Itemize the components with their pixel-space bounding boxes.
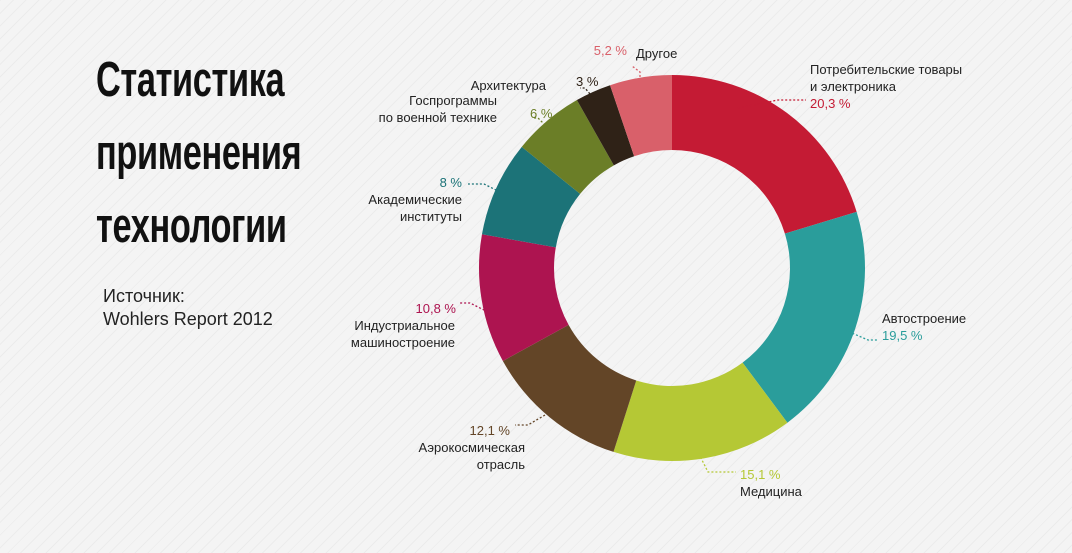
- slice-label: Потребительские товары: [810, 62, 962, 77]
- leader-line: [631, 65, 641, 85]
- donut-slice: [576, 85, 635, 166]
- source-label: Источник:: [103, 286, 185, 306]
- chart-title: Статистика применения технологии: [96, 44, 302, 263]
- donut-slice: [672, 75, 857, 234]
- title-line: Статистика: [96, 53, 285, 107]
- slice-label: институты: [400, 209, 462, 224]
- slice-label: Госпрограммы: [409, 93, 497, 108]
- donut-slice: [742, 211, 865, 423]
- leader-line: [468, 183, 501, 193]
- slice-value-label: 5,2 %: [594, 43, 628, 58]
- slice-value-label: 19,5 %: [882, 328, 923, 343]
- title-line: технологии: [96, 199, 287, 253]
- leader-line: [696, 449, 736, 473]
- leader-line: [737, 99, 806, 109]
- donut-slice: [613, 362, 788, 461]
- slice-value-label: 8 %: [440, 175, 463, 190]
- slice-value-label: 12,1 %: [470, 423, 511, 438]
- slice-value-label: 20,3 %: [810, 96, 851, 111]
- slice-label: и электроника: [810, 79, 897, 94]
- slice-label: Другое: [636, 46, 677, 61]
- slice-value-label: 3 %: [576, 74, 599, 89]
- slice-label: машиностроение: [351, 335, 455, 350]
- slice-label: Автостроение: [882, 311, 966, 326]
- slice-label: по военной технике: [379, 110, 497, 125]
- donut-slice: [479, 234, 569, 361]
- leader-line: [460, 302, 489, 313]
- donut-slice: [521, 100, 614, 194]
- slice-label: Аэрокосмическая: [418, 440, 525, 455]
- slice-value-label: 15,1 %: [740, 467, 781, 482]
- slice-label: отрасль: [477, 457, 525, 472]
- slice-label: Индустриальное: [354, 318, 455, 333]
- leader-line: [515, 414, 546, 426]
- title-line: применения: [96, 126, 302, 180]
- leader-line: [844, 329, 878, 341]
- slice-value-label: 10,8 %: [416, 301, 457, 316]
- slice-label: Медицина: [740, 484, 803, 499]
- source-value: Wohlers Report 2012: [103, 309, 273, 329]
- slice-label: Архитектура: [471, 78, 547, 93]
- donut-slice: [481, 146, 581, 248]
- leader-line: [534, 117, 549, 129]
- slice-value-label: 6 %: [530, 106, 553, 121]
- slice-label: Академические: [368, 192, 462, 207]
- donut-slice: [502, 324, 637, 452]
- source-note: Источник: Wohlers Report 2012: [103, 285, 273, 331]
- leader-line: [580, 87, 596, 101]
- donut-slice: [610, 75, 672, 157]
